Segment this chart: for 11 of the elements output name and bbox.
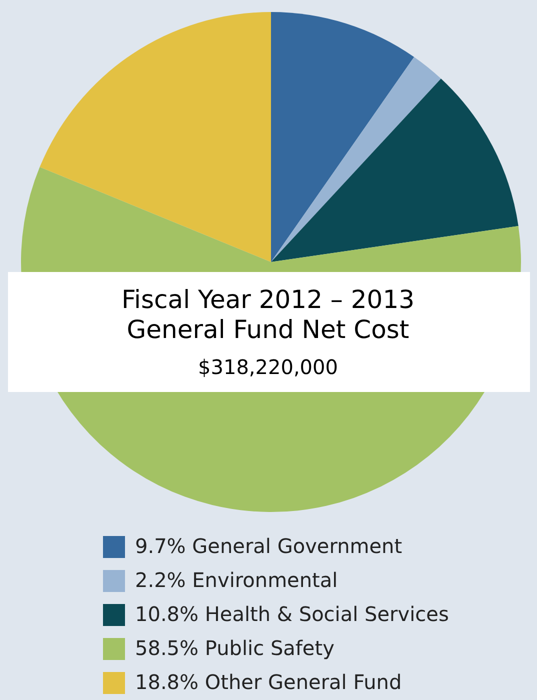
pie-slice <box>271 12 414 262</box>
pie-slice <box>271 57 441 262</box>
pie-slice <box>40 12 271 262</box>
legend-label: 2.2% Environmental <box>135 568 338 592</box>
legend-label: 10.8% Health & Social Services <box>135 602 449 626</box>
text: Fiscal Year 2012 – 2013 General Fund Net Cost <box>121 285 415 344</box>
text: $318,220,000 <box>198 355 338 379</box>
legend-label: 58.5% Public Safety <box>135 636 335 660</box>
legend-label: 9.7% General Government <box>135 534 402 558</box>
legend-label: 18.8% Other General Fund <box>135 670 402 694</box>
pie-slice <box>271 78 518 262</box>
